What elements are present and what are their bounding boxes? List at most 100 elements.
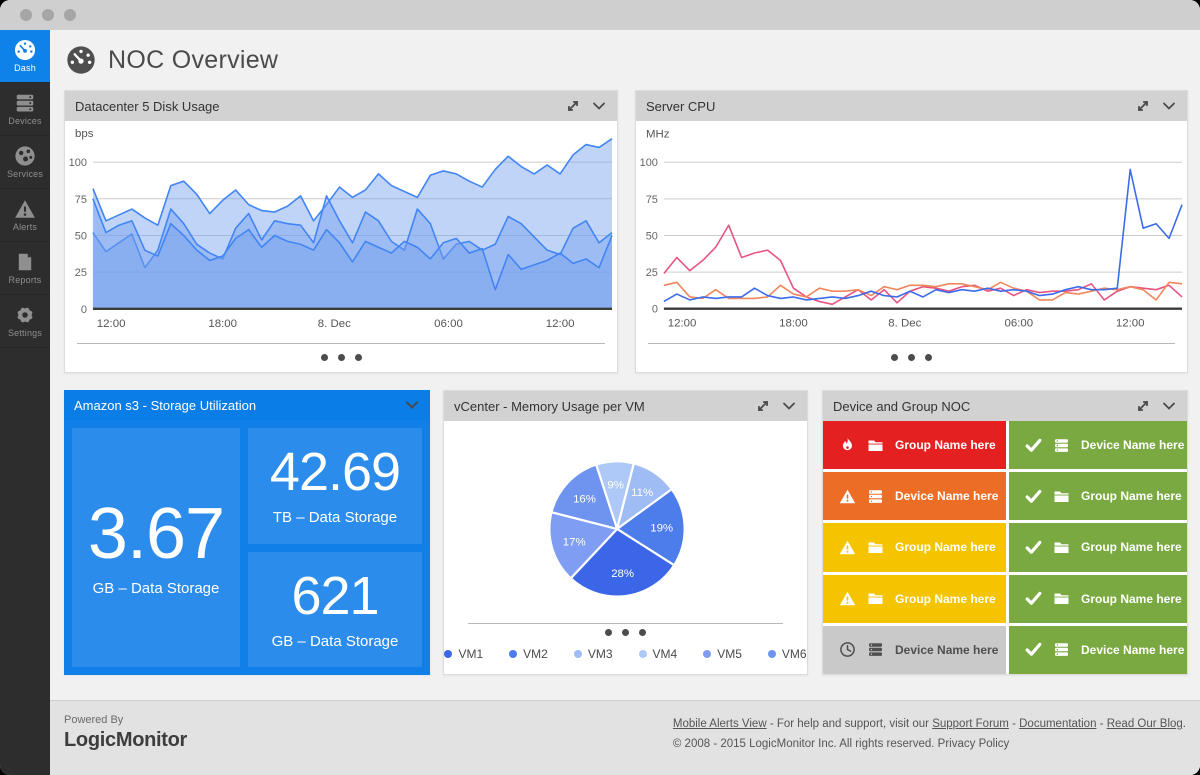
noc-tile-label: Group Name here — [895, 438, 996, 453]
sidebar-item-reports[interactable]: Reports — [0, 242, 50, 295]
pager-dot[interactable] — [908, 354, 915, 361]
legend-item-VM1[interactable]: VM1 — [444, 647, 483, 661]
panel-title: Server CPU — [646, 98, 716, 114]
legend-dot — [638, 650, 647, 658]
check-icon — [1025, 488, 1042, 505]
panel-title: vCenter - Memory Usage per VM — [454, 398, 645, 414]
big-number-tile: 621 GB – Data Storage — [248, 551, 422, 667]
expand-icon[interactable] — [1135, 398, 1151, 414]
folder-icon — [1053, 488, 1070, 505]
page-title: NOC Overview — [108, 45, 279, 74]
noc-tile[interactable]: Group Name here — [823, 574, 1006, 623]
svg-text:18:00: 18:00 — [208, 318, 237, 330]
pie-slice-VM6[interactable] — [550, 463, 619, 531]
footer-copyright: © 2008 - 2015 LogicMonitor Inc. All righ… — [672, 738, 1010, 750]
sidebar-item-devices[interactable]: Devices — [0, 83, 50, 136]
device-icon — [1053, 437, 1070, 454]
footer-link[interactable]: Support Forum — [932, 718, 1009, 730]
sidebar-item-alerts[interactable]: Alerts — [0, 189, 50, 242]
panel-vcenter-memory: vCenter - Memory Usage per VM 9% 11% 19% 28… — [443, 390, 808, 675]
pie-slice-VM5[interactable] — [548, 511, 619, 580]
logicmonitor-logo: LogicMonitor — [64, 729, 188, 751]
legend-item-VM2[interactable]: VM2 — [509, 647, 548, 661]
pie-slice-VM1[interactable] — [569, 527, 676, 598]
svg-text:50: 50 — [75, 230, 87, 242]
big-number-unit: TB – Data Storage — [272, 509, 398, 527]
sidebar-item-label: Settings — [7, 328, 43, 338]
pager-dot[interactable] — [337, 354, 345, 361]
big-number-value: 42.69 — [269, 442, 401, 503]
window-control-dot[interactable] — [42, 9, 54, 21]
legend-dot — [444, 650, 453, 658]
noc-tile-label: Device Name here — [895, 489, 999, 504]
noc-tile-label: Device Name here — [1081, 438, 1185, 453]
panel-header: vCenter - Memory Usage per VM — [444, 391, 807, 421]
warning-icon — [839, 539, 856, 556]
sidebar-item-settings[interactable]: Settings — [0, 295, 50, 348]
footer-link[interactable]: Mobile Alerts View — [672, 718, 767, 730]
noc-tile[interactable]: Group Name here — [1009, 523, 1187, 572]
noc-tile[interactable]: Group Name here — [1009, 472, 1187, 521]
legend-item-VM4[interactable]: VM4 — [638, 647, 677, 661]
noc-tile[interactable]: Group Name here — [823, 523, 1006, 572]
pie-legend: VM1 VM2 VM3 VM4 VM5 VM6 — [444, 641, 807, 667]
window-control-dot[interactable] — [20, 9, 32, 21]
legend-item-VM6[interactable]: VM6 — [767, 647, 807, 661]
svg-text:12:00: 12:00 — [1116, 318, 1145, 330]
chevron-down-icon[interactable] — [1161, 98, 1177, 114]
footer-link[interactable]: Read Our Blog — [1106, 718, 1183, 730]
panel-title: Device and Group NOC — [833, 398, 971, 414]
chevron-down-icon[interactable] — [1161, 398, 1177, 414]
pager-dot[interactable] — [891, 354, 898, 361]
pager-dot[interactable] — [925, 354, 932, 361]
check-icon — [1025, 641, 1042, 658]
chevron-down-icon[interactable] — [404, 397, 420, 413]
pager-dot[interactable] — [622, 629, 629, 636]
warning-icon — [839, 590, 856, 607]
expand-icon[interactable] — [565, 98, 581, 114]
folder-icon — [867, 539, 884, 556]
noc-tile[interactable]: Group Name here — [823, 421, 1006, 470]
noc-tile-label: Group Name here — [1081, 591, 1182, 606]
sidebar-item-label: Services — [6, 169, 44, 179]
legend-dot — [767, 650, 776, 658]
sidebar-item-dash[interactable]: Dash — [0, 30, 50, 83]
window-control-dot[interactable] — [64, 9, 76, 21]
warning-triangle-icon — [14, 198, 36, 220]
chevron-down-icon[interactable] — [591, 98, 607, 114]
noc-tile[interactable]: Group Name here — [1009, 574, 1187, 623]
svg-text:MHz: MHz — [646, 128, 670, 140]
noc-tile-label: Group Name here — [895, 540, 996, 555]
pager-dot[interactable] — [354, 354, 362, 361]
warning-icon — [839, 488, 856, 505]
pager-dot[interactable] — [605, 629, 612, 636]
sidebar: Dash Devices Services Alerts — [0, 30, 50, 775]
svg-text:18:00: 18:00 — [779, 318, 808, 330]
server-cpu-line-chart: 0 25 50 75 100 MHz 12:00 18:00 8. Dec 06:00 12:00 — [640, 128, 1183, 330]
pie-slice-VM2[interactable] — [615, 488, 686, 567]
footer-link[interactable]: Documentation — [1019, 718, 1097, 730]
device-icon — [867, 641, 884, 658]
expand-icon[interactable] — [755, 398, 771, 414]
noc-tile[interactable]: Device Name here — [823, 625, 1006, 674]
chevron-down-icon[interactable] — [781, 398, 797, 414]
noc-tile[interactable]: Device Name here — [1009, 625, 1187, 674]
expand-icon[interactable] — [1135, 98, 1151, 114]
sidebar-item-services[interactable]: Services — [0, 136, 50, 189]
pager-dot[interactable] — [320, 354, 328, 361]
noc-tile[interactable]: Device Name here — [823, 472, 1006, 521]
legend-item-VM5[interactable]: VM5 — [703, 647, 742, 661]
legend-dot — [509, 650, 518, 658]
legend-item-VM3[interactable]: VM3 — [573, 647, 613, 661]
panel-s3-storage: Amazon s3 - Storage Utilization 3.67 GB … — [64, 390, 430, 675]
gauge-icon — [66, 45, 96, 75]
memory-pie-chart: 9% 11% 19% 28% 17% 16% — [548, 460, 686, 598]
svg-text:75: 75 — [75, 194, 87, 206]
disk-usage-area-chart: 0 25 50 75 100 bps 12:00 18:00 8. Dec 06:00 12:00 — [69, 128, 613, 330]
pager-dot[interactable] — [639, 629, 646, 636]
noc-tile[interactable]: Device Name here — [1009, 421, 1187, 470]
services-globe-icon — [14, 145, 36, 167]
panel-header: Amazon s3 - Storage Utilization — [64, 390, 430, 420]
window-titlebar — [0, 0, 1200, 30]
